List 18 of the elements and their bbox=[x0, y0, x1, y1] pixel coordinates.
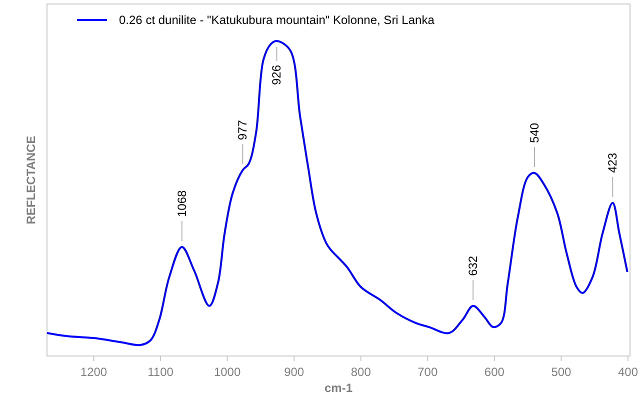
x-tick-label: 400 bbox=[618, 365, 638, 379]
x-tick-label: 1200 bbox=[80, 365, 108, 379]
x-tick-label: 1000 bbox=[214, 365, 241, 379]
annotation: 632 bbox=[466, 256, 480, 276]
legend-label: 0.26 ct dunilite - "Katukubura mountain" Kolonne, Sri Lanka bbox=[119, 13, 435, 27]
x-tick-label: 700 bbox=[418, 365, 438, 379]
annotation: 977 bbox=[236, 120, 250, 140]
x-tick-label: 1100 bbox=[148, 365, 174, 379]
annotation: 926 bbox=[270, 64, 284, 86]
annotation: 1068 bbox=[174, 190, 189, 218]
annotation: 423 bbox=[606, 152, 620, 173]
x-tick-label: 500 bbox=[551, 365, 572, 379]
x-axis-title: cm-1 bbox=[324, 381, 353, 395]
annotation: 540 bbox=[528, 122, 542, 143]
x-tick-label: 600 bbox=[484, 365, 505, 379]
x-tick-label: 800 bbox=[350, 365, 372, 379]
x-tick-label: 900 bbox=[284, 365, 304, 379]
y-axis-title: REFLECTANCE bbox=[24, 136, 38, 224]
